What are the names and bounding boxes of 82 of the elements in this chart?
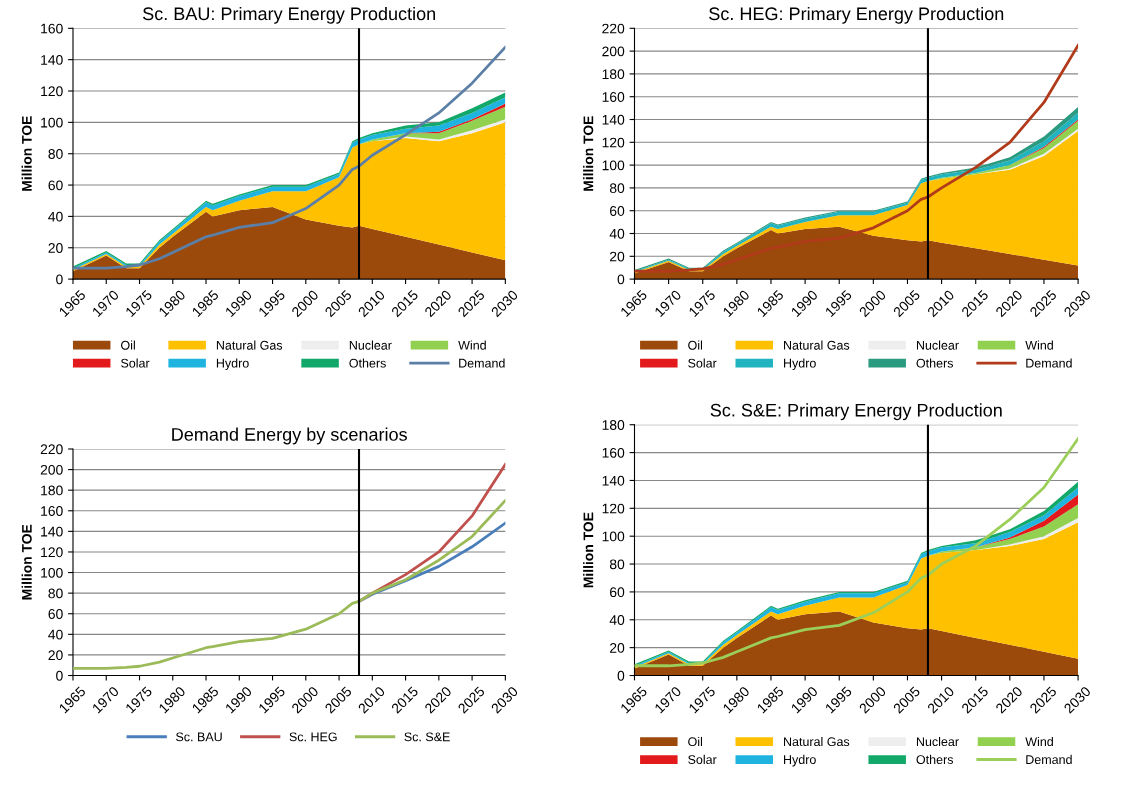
legend-label: Nuclear — [916, 736, 959, 747]
y-tick-label: 120 — [41, 547, 63, 558]
y-tick-label: 40 — [609, 615, 625, 625]
y-tick-label: 60 — [48, 609, 63, 619]
y-axis-title: Million TOE — [21, 524, 32, 600]
legend-label: Sc. BAU — [176, 732, 222, 742]
legend-label: Solar — [688, 754, 717, 765]
y-tick-label: 180 — [602, 420, 625, 430]
legend-label: Others — [916, 754, 953, 765]
y-tick-label: 180 — [602, 69, 625, 80]
chart-title: Sc. S&E: Primary Energy Production — [710, 403, 1002, 421]
y-tick-label: 140 — [602, 114, 625, 125]
legend-label: Sc. S&E — [404, 732, 450, 742]
y-tick-label: 100 — [41, 567, 63, 578]
y-tick-label: 220 — [602, 23, 625, 34]
legend-label: Wind — [1025, 736, 1053, 747]
legend-label: Hydro — [784, 358, 816, 371]
legend-label: Others — [916, 358, 953, 368]
legend-label: Demand — [1026, 358, 1072, 368]
y-tick-label: 100 — [41, 117, 63, 128]
y-tick-label: 20 — [610, 642, 625, 653]
legend-label: Nuclear — [916, 340, 959, 350]
legend-label: Sc. HEG — [289, 732, 337, 742]
y-tick-label: 120 — [602, 137, 625, 148]
legend-label: Demand — [459, 358, 505, 368]
legend-label: Wind — [458, 340, 486, 350]
legend-label: Others — [349, 358, 386, 368]
line-series — [73, 499, 506, 670]
y-tick-label: 140 — [41, 526, 63, 537]
y-tick-label: 160 — [602, 92, 625, 102]
legend-label: Nuclear — [349, 340, 392, 350]
y-tick-label: 160 — [41, 23, 63, 34]
y-tick-label: 120 — [602, 503, 625, 514]
legend-label: Oil — [121, 340, 135, 350]
legend-label: Oil — [688, 736, 703, 747]
line-series — [634, 44, 1079, 273]
y-tick-label: 60 — [610, 587, 625, 598]
line-series — [73, 45, 506, 270]
y-tick-label: 40 — [609, 228, 625, 239]
legend-label: Natural Gas — [784, 340, 850, 350]
legend-label: Wind — [1025, 340, 1053, 350]
line-series — [634, 437, 1079, 668]
y-tick-label: 160 — [602, 447, 625, 458]
y-tick-label: 200 — [40, 464, 63, 475]
chart-title: Demand Energy by scenarios — [172, 427, 407, 445]
legend-label: Solar — [121, 358, 150, 368]
y-axis-title: Million TOE — [21, 116, 32, 191]
y-tick-label: 0 — [56, 670, 63, 681]
y-tick-label: 140 — [602, 475, 625, 486]
chart-title: Sc. BAU: Primary Energy Production — [142, 6, 436, 24]
y-axis-title: Million TOE — [583, 116, 594, 191]
y-tick-label: 220 — [40, 444, 63, 455]
y-tick-label: 80 — [48, 588, 63, 599]
y-axis-title: Million TOE — [583, 512, 594, 588]
y-tick-label: 100 — [602, 531, 625, 542]
y-tick-label: 80 — [609, 183, 625, 194]
legend-label: Hydro — [216, 358, 249, 371]
y-tick-label: 20 — [48, 243, 63, 253]
y-tick-label: 200 — [602, 46, 625, 57]
legend-label: Oil — [688, 340, 703, 350]
y-tick-label: 20 — [610, 251, 625, 262]
y-tick-label: 0 — [617, 670, 625, 681]
chart-title: Sc. HEG: Primary Energy Production — [709, 6, 1004, 24]
legend-label: Solar — [688, 358, 717, 368]
y-tick-label: 180 — [41, 485, 63, 496]
y-tick-label: 0 — [56, 274, 63, 285]
y-tick-label: 0 — [617, 274, 625, 285]
legend-label: Natural Gas — [784, 736, 850, 747]
y-tick-label: 100 — [602, 160, 625, 171]
y-tick-label: 160 — [41, 506, 63, 516]
y-tick-label: 20 — [48, 650, 63, 661]
y-tick-label: 120 — [41, 86, 63, 97]
y-tick-label: 80 — [609, 559, 625, 570]
legend-label: Demand — [1026, 754, 1072, 765]
y-tick-label: 140 — [41, 55, 63, 65]
y-tick-label: 80 — [48, 149, 63, 159]
legend-label: Hydro — [784, 754, 816, 767]
y-tick-label: 60 — [48, 180, 63, 191]
legend-label: Natural Gas — [216, 340, 283, 350]
y-tick-label: 40 — [48, 211, 63, 222]
y-tick-label: 60 — [610, 206, 625, 216]
y-tick-label: 40 — [48, 629, 63, 640]
